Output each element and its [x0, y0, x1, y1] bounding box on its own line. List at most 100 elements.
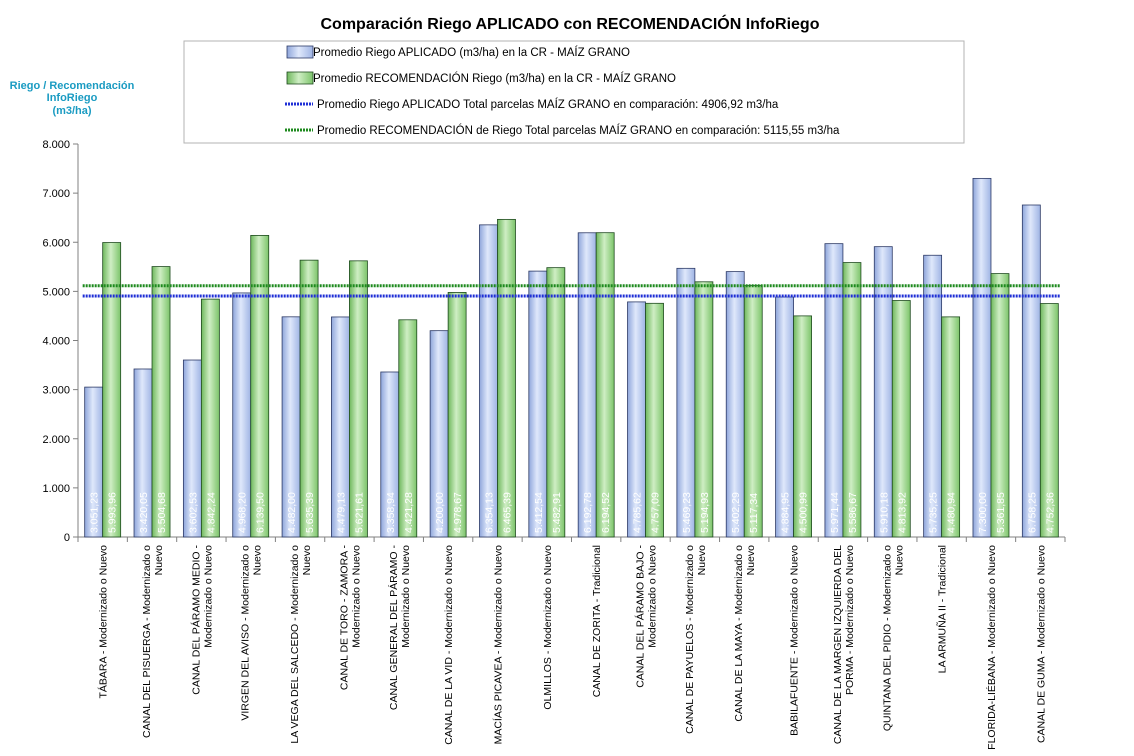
data-label-aplicado: 6.758,25 [1026, 492, 1038, 533]
x-tick-label: CANAL DE LA VID - Modernizado o Nuevo [443, 545, 455, 745]
x-tick-label-line: CANAL DE PAYUELOS - Modernizado o [684, 545, 696, 734]
y-tick-label: 4.000 [42, 336, 70, 348]
x-tick-label-line: CANAL DEL PÁRAMO BAJO - [634, 545, 647, 688]
y-axis-title-line: (m3/ha) [52, 105, 91, 117]
x-tick-label-line: MACÍAS PICAVEA - Modernizado o Nuevo [491, 545, 504, 745]
data-label-aplicado: 4.884,95 [780, 492, 792, 533]
data-label-aplicado: 7.300,00 [977, 492, 989, 533]
bar-recomendacion [793, 315, 812, 538]
bar-recomendacion [497, 218, 516, 538]
bar-recomendacion [546, 267, 566, 538]
legend-label-recomendacion: Promedio RECOMENDACIÓN Riego (m3/ha) en … [313, 72, 676, 85]
data-label-recomendacion: 5.504,68 [156, 492, 168, 533]
x-tick-label-line: CANAL DEL PISUERGA - Modernizado o [141, 545, 153, 738]
bar-recomendacion [447, 292, 467, 538]
data-label-aplicado: 3.602,53 [187, 492, 199, 533]
data-label-aplicado: 3.358,94 [385, 492, 397, 533]
data-label-recomendacion: 5.361,85 [995, 492, 1007, 533]
x-tick-label-line: Modernizado o Nuevo [350, 545, 362, 648]
data-label-recomendacion: 5.117,34 [748, 493, 760, 533]
data-label-recomendacion: 4.978,67 [452, 492, 464, 533]
x-tick-label-line: Nuevo [153, 545, 165, 576]
y-axis-title-line: Riego / Recomendación [10, 80, 135, 92]
x-tick-label: CANAL DEL PISUERGA - Modernizado o Nuevo [141, 545, 165, 738]
y-tick-label: 5.000 [42, 286, 70, 298]
data-label-aplicado: 4.785,62 [632, 492, 644, 533]
plot-area: 0 1.000 2.000 3.000 4.000 5.000 6.000 7.000 8.00… [42, 139, 1066, 750]
x-tick-label: MACÍAS PICAVEA - Modernizado o Nuevo [491, 545, 504, 745]
y-tick-label: 8.000 [42, 139, 70, 151]
data-label-aplicado: 3.420,05 [138, 492, 150, 533]
data-label-recomendacion: 4.421,28 [403, 492, 415, 533]
bar-recomendacion [990, 273, 1010, 538]
data-label-recomendacion: 5.194,93 [699, 492, 711, 533]
legend-label-recomendacion-total: Promedio RECOMENDACIÓN de Riego Total pa… [317, 124, 840, 137]
data-label-recomendacion: 4.757,09 [650, 492, 662, 533]
x-tick-label-line: VIRGEN DEL AVISO - Modernizado o [240, 545, 252, 721]
y-tick-label: 2.000 [42, 434, 70, 446]
data-label-recomendacion: 5.621,61 [353, 492, 365, 533]
x-tick-label-line: OLMILLOS - Modernizado o Nuevo [542, 545, 554, 710]
data-label-aplicado: 5.469,23 [681, 492, 693, 533]
y-tick-label: 3.000 [42, 385, 70, 397]
y-axis-title-line: InfoRiego [47, 92, 98, 104]
x-tick-label-line: CANAL DE LA MAYA - Modernizado o [733, 545, 745, 722]
x-tick-label-line: TÁBARA - Modernizado o Nuevo [97, 545, 110, 699]
x-tick-label: LA ARMUÑA II - Tradicional [936, 545, 949, 673]
x-tick-label: CANAL DE PAYUELOS - Modernizado o Nuevo [684, 545, 708, 734]
data-label-aplicado: 5.735,25 [928, 492, 940, 533]
x-tick-label-line: Modernizado o Nuevo [202, 545, 214, 648]
x-tick-label-line: CANAL GENERAL DEL PÁRAMO - [387, 544, 400, 710]
data-label-recomendacion: 6.139,50 [255, 492, 267, 533]
bar-recomendacion [645, 302, 664, 538]
bar-recomendacion [891, 300, 911, 538]
data-label-aplicado: 5.412,54 [533, 492, 545, 533]
x-tick-label-line: Nuevo [252, 545, 264, 576]
x-tick-label-line: CANAL DE LA VID - Modernizado o Nuevo [443, 545, 455, 745]
bar-recomendacion [941, 316, 961, 538]
legend-swatch-aplicado [286, 45, 314, 59]
x-tick-label-line: LA ARMUÑA II - Tradicional [936, 545, 949, 673]
legend-label-aplicado: Promedio Riego APLICADO (m3/ha) en la CR… [313, 46, 630, 59]
data-label-aplicado: 4.968,20 [237, 492, 249, 533]
x-tick-label-line: QUINTANA DEL PIDIO - Modernizado o [881, 545, 893, 731]
data-label-aplicado: 5.910,18 [878, 492, 890, 533]
bar-aplicado [972, 177, 992, 538]
data-label-recomendacion: 5.635,39 [304, 492, 316, 533]
x-tick-label-line: Nuevo [893, 545, 905, 576]
x-tick-label-line: Nuevo [301, 545, 313, 576]
x-tick-label: QUINTANA DEL PIDIO - Modernizado o Nuevo [881, 545, 905, 731]
x-tick-label: TÁBARA - Modernizado o Nuevo [97, 545, 110, 699]
x-tick-label-line: Modernizado o Nuevo [647, 545, 659, 648]
y-tick-label: 6.000 [42, 237, 70, 249]
x-tick-label-line: Nuevo [696, 545, 708, 576]
x-tick-label: OLMILLOS - Modernizado o Nuevo [542, 545, 554, 710]
x-tick-label-line: CANAL DE GUMA - Modernizado o Nuevo [1035, 545, 1047, 743]
x-tick-label: LA VEGA DEL SALCEDO - Modernizado o Nuevo [289, 545, 313, 744]
x-tick-label: VIRGEN DEL AVISO - Modernizado o Nuevo [240, 545, 264, 721]
x-tick-label-line: Modernizado o Nuevo [400, 545, 412, 648]
x-tick-label: CANAL DEL PÁRAMO MEDIO - Modernizado o Nu… [189, 544, 214, 694]
y-tick-label: 1.000 [42, 483, 70, 495]
data-label-aplicado: 5.402,29 [730, 492, 742, 533]
x-tick-label: CANAL DE LA MAYA - Modernizado o Nuevo [733, 545, 757, 722]
data-label-aplicado: 4.479,13 [335, 492, 347, 533]
x-tick-label: CANAL DE ZORITA - Tradicional [591, 545, 603, 697]
x-tick-label: FLORIDA-LIÉBANA - Modernizado o Nuevo [985, 545, 998, 750]
x-tick-label-line: FLORIDA-LIÉBANA - Modernizado o Nuevo [985, 545, 998, 750]
data-label-recomendacion: 5.586,67 [847, 492, 859, 533]
legend-box [183, 40, 965, 144]
data-label-aplicado: 4.482,00 [286, 492, 298, 533]
chart-title: Comparación Riego APLICADO con RECOMENDA… [321, 14, 820, 33]
bar-recomendacion [200, 298, 220, 538]
bar-recomendacion [250, 234, 270, 538]
data-label-recomendacion: 4.480,94 [946, 492, 958, 533]
bar-aplicado [577, 232, 597, 538]
data-label-aplicado: 6.354,13 [483, 492, 495, 533]
y-tick-label: 0 [64, 532, 70, 544]
data-label-recomendacion: 5.482,91 [551, 492, 563, 533]
x-tick-label-line: PORMA - Modernizado o Nuevo [844, 545, 856, 695]
x-tick-label-line: BABILAFUENTE - Modernizado o Nuevo [789, 545, 801, 736]
data-label-aplicado: 6.192,78 [582, 492, 594, 533]
bar-recomendacion [842, 262, 862, 538]
